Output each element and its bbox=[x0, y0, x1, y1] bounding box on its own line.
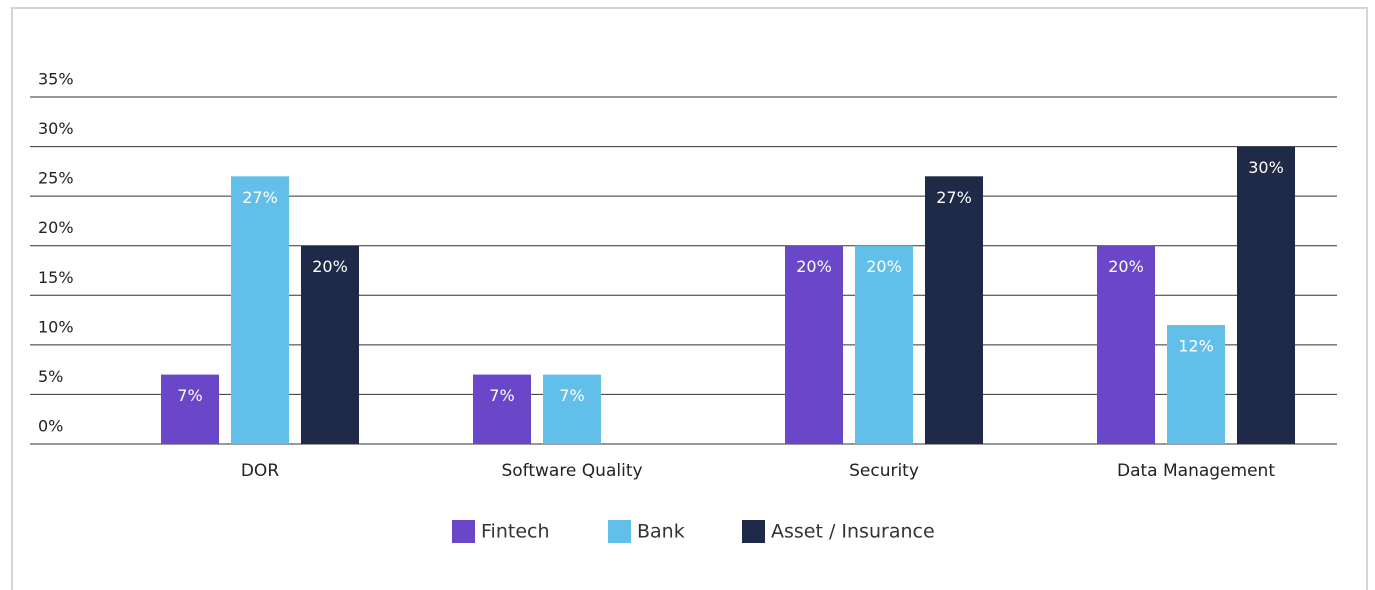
value-label: 7% bbox=[489, 386, 514, 405]
y-tick-label: 25% bbox=[38, 169, 74, 188]
value-label: 27% bbox=[242, 188, 278, 207]
legend-swatch bbox=[452, 520, 475, 543]
y-tick-label: 0% bbox=[38, 417, 63, 436]
bar bbox=[301, 245, 359, 444]
legend-swatch bbox=[742, 520, 765, 543]
x-tick-label: Data Management bbox=[1117, 461, 1275, 481]
y-tick-label: 30% bbox=[38, 119, 74, 138]
value-label: 12% bbox=[1178, 337, 1214, 356]
x-tick-label: DOR bbox=[241, 461, 279, 481]
value-label: 20% bbox=[796, 257, 832, 276]
bar bbox=[1097, 245, 1155, 444]
value-label: 7% bbox=[177, 386, 202, 405]
frame bbox=[11, 7, 1368, 590]
bar bbox=[785, 245, 843, 444]
legend-swatch bbox=[608, 520, 631, 543]
value-label: 30% bbox=[1248, 158, 1284, 177]
y-tick-label: 10% bbox=[38, 317, 74, 336]
bar bbox=[855, 245, 913, 444]
bar bbox=[1237, 146, 1295, 445]
x-tick-label: Software Quality bbox=[501, 461, 642, 481]
value-label: 27% bbox=[936, 188, 972, 207]
legend-label: Asset / Insurance bbox=[771, 521, 935, 543]
value-label: 20% bbox=[312, 257, 348, 276]
bar bbox=[161, 374, 219, 444]
y-tick-label: 35% bbox=[38, 70, 74, 89]
bar bbox=[543, 374, 601, 444]
bar bbox=[473, 374, 531, 444]
bar bbox=[925, 176, 983, 445]
legend-label: Fintech bbox=[481, 521, 550, 543]
value-label: 20% bbox=[1108, 257, 1144, 276]
bar bbox=[1167, 325, 1225, 444]
y-tick-label: 15% bbox=[38, 268, 74, 287]
value-label: 20% bbox=[866, 257, 902, 276]
value-label: 7% bbox=[559, 386, 584, 405]
bar bbox=[231, 176, 289, 445]
x-tick-label: Security bbox=[849, 461, 919, 481]
legend-label: Bank bbox=[637, 521, 685, 543]
y-tick-label: 20% bbox=[38, 218, 74, 237]
y-tick-label: 5% bbox=[38, 367, 63, 386]
